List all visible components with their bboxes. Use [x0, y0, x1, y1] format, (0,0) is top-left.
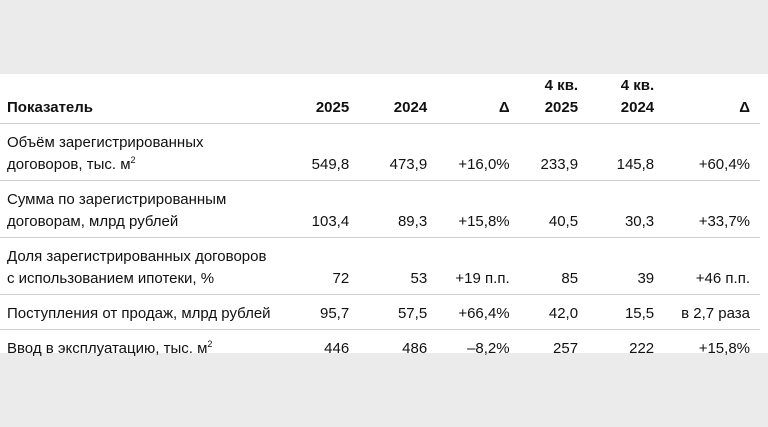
cell-2025: 549,8 [295, 123, 350, 181]
table-row: Доля зарегистрированных договоров с испо… [0, 237, 760, 295]
cell-2025: 72 [295, 237, 350, 295]
cell-2024: 57,5 [349, 294, 428, 330]
cell-delta: +66,4% [427, 294, 510, 330]
cell-2025: 95,7 [295, 294, 350, 330]
cell-q4-2025: 233,9 [509, 123, 579, 181]
table-row: Поступления от продаж, млрд рублей 95,7 … [0, 294, 760, 330]
cell-2024: 53 [349, 237, 428, 295]
table-row: Сумма по зарегистрированным договорам, м… [0, 180, 760, 238]
row-label-line1: Объём зарегистрированных [7, 134, 204, 151]
table-row: Объём зарегистрированных договоров, тыс.… [0, 123, 760, 181]
header-delta: Δ [427, 74, 510, 124]
row-label-text: Ввод в эксплуатацию, тыс. м [7, 340, 208, 357]
cell-2024: 473,9 [349, 123, 428, 181]
row-label-line2: договорам, млрд рублей [7, 213, 179, 230]
cell-q-delta: +15,8% [698, 340, 750, 357]
header-q4-2024: 4 кв. 2024 [578, 74, 655, 124]
header-2025: 2025 [295, 74, 350, 124]
header-q4-2025-line1: 4 кв. [544, 77, 579, 94]
row-label: Объём зарегистрированных договоров, тыс.… [0, 123, 296, 181]
cell-q4-2025: 42,0 [509, 294, 579, 330]
row-label-line2: договоров, тыс. м [7, 156, 131, 173]
cell-2025: 446 [324, 340, 350, 357]
row-label-line1: Сумма по зарегистрированным [7, 191, 227, 208]
table-header-row: Показатель 2025 2024 Δ 4 кв. 2025 4 кв. … [0, 74, 760, 124]
cell-delta: +19 п.п. [427, 237, 510, 295]
cell-q4-2024: 39 [578, 237, 655, 295]
row-label: Доля зарегистрированных договоров с испо… [0, 237, 296, 295]
cell-q4-2024: 145,8 [578, 123, 655, 181]
cell-q-delta: +33,7% [654, 180, 760, 238]
header-q-delta: Δ [654, 74, 760, 124]
row-label-line2: с использованием ипотеки, % [7, 270, 215, 287]
cell-q4-2025: 40,5 [509, 180, 579, 238]
cell-q-delta: +46 п.п. [654, 237, 760, 295]
table-sheet: Показатель 2025 2024 Δ 4 кв. 2025 4 кв. … [0, 74, 768, 357]
cell-2025: 103,4 [295, 180, 350, 238]
cell-delta: +16,0% [427, 123, 510, 181]
header-q4-2024-line2: 2024 [620, 99, 655, 116]
cell-q4-2025: 257 [553, 340, 579, 357]
cell-q4-2024: 30,3 [578, 180, 655, 238]
header-q4-2024-line1: 4 кв. [620, 77, 655, 94]
cell-q-delta: +60,4% [654, 123, 760, 181]
row-label: Сумма по зарегистрированным договорам, м… [0, 180, 296, 238]
cell-q4-2024: 15,5 [578, 294, 655, 330]
cell-2024: 89,3 [349, 180, 428, 238]
table-row: Ввод в эксплуатацию, тыс. м2 446 486 –8,… [0, 330, 760, 365]
header-indicator: Показатель [0, 74, 296, 124]
row-label-superscript: 2 [207, 339, 213, 349]
row-label: Поступления от продаж, млрд рублей [0, 294, 296, 330]
header-q4-2025-line2: 2025 [544, 99, 579, 116]
header-q4-2025: 4 кв. 2025 [509, 74, 579, 124]
cell-delta: –8,2% [467, 340, 510, 357]
cell-q4-2024: 222 [629, 340, 655, 357]
row-label-superscript: 2 [130, 155, 136, 165]
row-label: Ввод в эксплуатацию, тыс. м2 [0, 330, 296, 365]
row-label-line1: Доля зарегистрированных договоров [7, 248, 267, 265]
header-2024: 2024 [349, 74, 428, 124]
cell-q4-2025: 85 [509, 237, 579, 295]
indicators-table: Показатель 2025 2024 Δ 4 кв. 2025 4 кв. … [0, 74, 760, 364]
cell-2024: 486 [402, 340, 428, 357]
cell-q-delta: в 2,7 раза [654, 294, 760, 330]
cell-delta: +15,8% [427, 180, 510, 238]
